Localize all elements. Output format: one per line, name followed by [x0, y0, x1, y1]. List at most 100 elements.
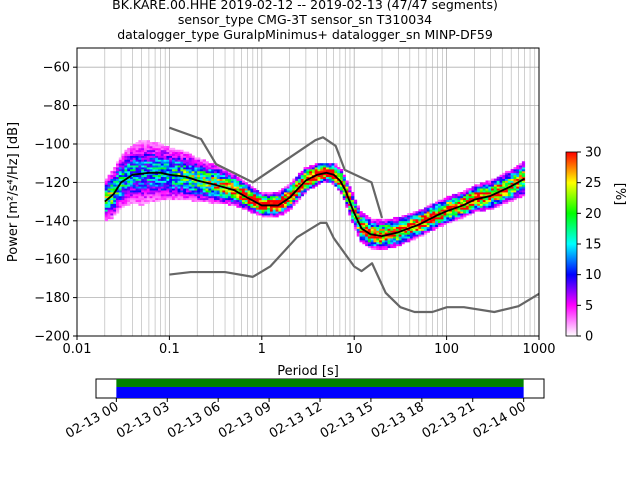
pdf-cell [230, 174, 234, 178]
pdf-cell [250, 203, 254, 206]
pdf-cell [113, 211, 117, 214]
pdf-cell [132, 201, 137, 204]
pdf-cell [174, 178, 178, 181]
pdf-cell [160, 193, 164, 197]
pdf-cell [393, 222, 397, 226]
pdf-cell [208, 184, 212, 187]
pdf-cell [188, 157, 192, 160]
pdf-cell [185, 178, 190, 181]
pdf-cell [454, 209, 458, 212]
pdf-cell [289, 199, 293, 202]
pdf-cell [421, 222, 425, 226]
pdf-cell [295, 184, 299, 187]
pdf-cell [493, 178, 498, 181]
pdf-cell [521, 192, 526, 195]
pdf-cell [454, 197, 458, 201]
pdf-cell [116, 207, 120, 210]
pdf-cell [152, 174, 156, 178]
pdf-cell [258, 195, 262, 199]
ppsd-plot-area: 0.01 0.1 1 10 100 1000 −200−180−160−140−120−1… [6, 47, 556, 379]
pdf-cell [191, 192, 195, 195]
pdf-cell [208, 172, 212, 176]
pdf-cell [426, 224, 430, 227]
pdf-cell [255, 211, 260, 214]
pdf-cell [337, 170, 341, 174]
pdf-cell [107, 201, 111, 204]
pdf-cell [516, 193, 520, 197]
pdf-cell [227, 186, 232, 189]
pdf-cell [113, 203, 117, 206]
pdf-cell [306, 184, 310, 187]
pdf-cell [197, 170, 201, 174]
pdf-cell [177, 195, 181, 199]
pdf-cell [174, 182, 178, 185]
pdf-cell [188, 167, 192, 170]
pdf-cell [345, 190, 349, 193]
pdf-cell [138, 176, 142, 179]
pdf-cell [519, 190, 523, 193]
pdf-cell [160, 149, 164, 153]
pdf-cell [239, 197, 243, 201]
pdf-cell [286, 193, 290, 197]
pdf-cell [261, 199, 265, 202]
pdf-cell [211, 195, 215, 199]
pdf-cell [169, 186, 173, 189]
pdf-cell [435, 222, 439, 226]
pdf-cell [191, 165, 195, 168]
pdf-cell [384, 222, 388, 226]
pdf-cell [491, 180, 495, 183]
pdf-cell [135, 195, 139, 199]
pdf-cell [505, 180, 509, 183]
pdf-cell [513, 193, 517, 197]
pdf-cell [513, 190, 517, 193]
pdf-cell [208, 186, 212, 189]
pdf-cell [236, 182, 240, 185]
pdf-cell [177, 149, 181, 153]
pdf-cell [348, 205, 352, 208]
pdf-cell [479, 199, 484, 202]
pdf-cell [387, 220, 391, 224]
pdf-cell [211, 167, 215, 170]
pdf-cell [146, 188, 151, 191]
pdf-cell [239, 182, 243, 185]
pdf-cell [113, 205, 117, 208]
pdf-cell [110, 216, 114, 220]
pdf-cell [177, 155, 181, 158]
pdf-cell [297, 193, 302, 197]
pdf-cell [138, 140, 142, 143]
pdf-cell [451, 215, 456, 218]
pdf-cell [398, 240, 402, 243]
pdf-cell [121, 161, 125, 164]
pdf-cell [152, 165, 156, 168]
pdf-cell [379, 241, 383, 245]
pdf-cell [269, 193, 274, 197]
pdf-cell [359, 222, 363, 226]
pdf-cell [443, 207, 447, 210]
pdf-cell [174, 172, 178, 176]
pdf-cell [331, 163, 335, 166]
pdf-cell [219, 199, 223, 202]
pdf-cell [404, 216, 408, 220]
pdf-cell [269, 197, 274, 201]
pdf-cell [244, 184, 248, 187]
pdf-cell [468, 195, 472, 199]
pdf-cell [239, 205, 243, 208]
timeline-tick-label: 02-13 12 [267, 399, 325, 441]
pdf-cell [171, 165, 176, 168]
pdf-cell [110, 170, 114, 174]
pdf-cell [381, 230, 386, 233]
pdf-cell [278, 195, 282, 199]
pdf-cell [457, 195, 461, 199]
pdf-cell [496, 195, 500, 199]
pdf-cell [185, 172, 190, 176]
pdf-cell [367, 234, 372, 237]
pdf-cell [429, 218, 433, 222]
pdf-cell [311, 182, 316, 185]
pdf-cell [130, 176, 134, 179]
pdf-cell [521, 182, 526, 185]
pdf-cell [160, 197, 164, 201]
pdf-cell [211, 176, 215, 179]
pdf-cell [146, 172, 151, 176]
pdf-cell [166, 168, 170, 172]
pdf-cell [390, 220, 394, 224]
